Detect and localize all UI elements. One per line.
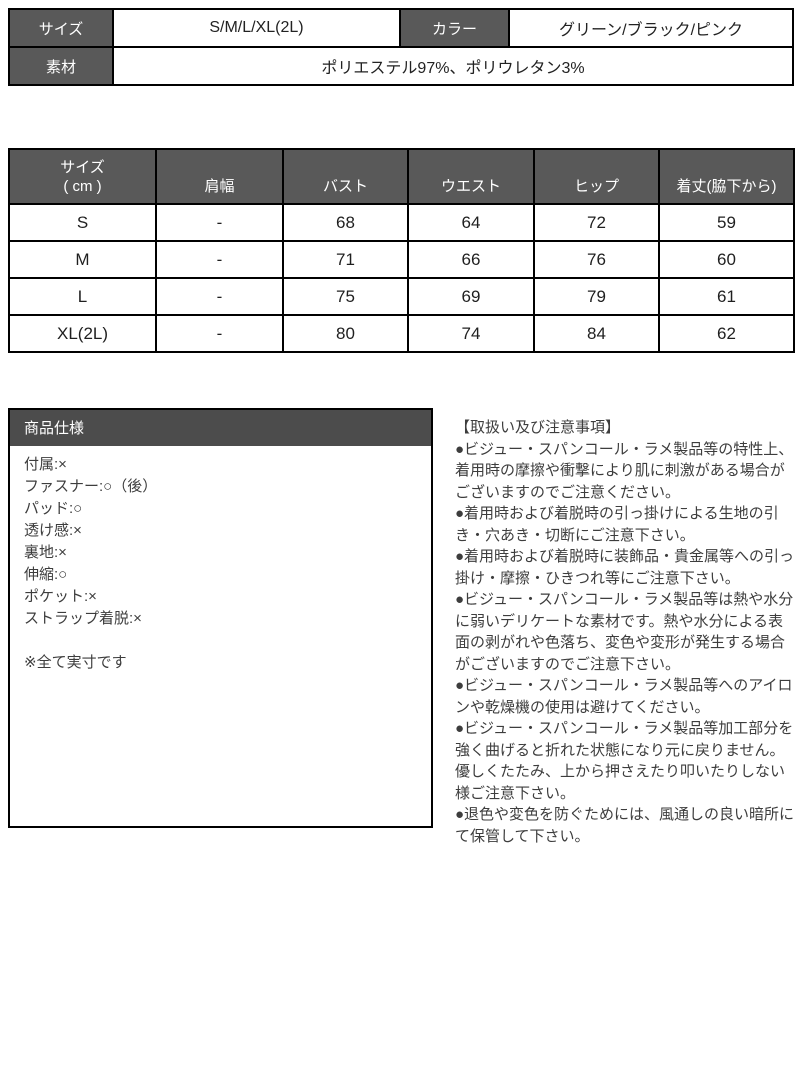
hip-value: 76 <box>533 240 660 279</box>
note-item: ●着用時および着脱時の引っ掛けによる生地の引き・穴あき・切断にご注意下さい。 <box>455 505 779 544</box>
length-value: 59 <box>658 203 795 242</box>
product-spec-box: 商品仕様 付属:× ファスナー:○（後） パッド:○ 透け感:× 裏地:× 伸縮… <box>8 408 433 828</box>
size-chart-header-row: サイズ ( cm ) 肩幅 バスト ウエスト ヒップ 着丈(脇下から) <box>8 148 795 205</box>
product-info-table: サイズ S/M/L/XL(2L) カラー グリーン/ブラック/ピンク 素材 ポリ… <box>8 8 794 86</box>
bust-value: 80 <box>282 314 409 353</box>
size-name: L <box>8 277 157 316</box>
note-item: ●ビジュー・スパンコール・ラメ製品等は熱や水分に弱いデリケートな素材です。熱や水… <box>455 591 794 673</box>
length-value: 62 <box>658 314 795 353</box>
hip-value: 79 <box>533 277 660 316</box>
header-waist: ウエスト <box>407 148 535 205</box>
header-hip: ヒップ <box>533 148 660 205</box>
color-value-cell: グリーン/ブラック/ピンク <box>508 8 794 48</box>
size-name: XL(2L) <box>8 314 157 353</box>
note-item: ●着用時および着脱時に装飾品・貴金属等への引っ掛け・摩擦・ひきつれ等にご注意下さ… <box>455 548 795 587</box>
shoulder-value: - <box>155 203 284 242</box>
bust-value: 75 <box>282 277 409 316</box>
hip-value: 84 <box>533 314 660 353</box>
bust-value: 68 <box>282 203 409 242</box>
handling-notes: 【取扱い及び注意事項】 ●ビジュー・スパンコール・ラメ製品等の特性上、着用時の摩… <box>455 417 796 847</box>
table-row: 素材 ポリエステル97%、ポリウレタン3% <box>8 46 794 86</box>
length-value: 60 <box>658 240 795 279</box>
bust-value: 71 <box>282 240 409 279</box>
header-bust: バスト <box>282 148 409 205</box>
size-name: S <box>8 203 157 242</box>
table-row: サイズ S/M/L/XL(2L) カラー グリーン/ブラック/ピンク <box>8 8 794 48</box>
header-length: 着丈(脇下から) <box>658 148 795 205</box>
table-row-l: L - 75 69 79 61 <box>8 277 795 316</box>
note-item: ●ビジュー・スパンコール・ラメ製品等加工部分を強く曲げると折れた状態になり元に戻… <box>455 720 794 802</box>
hip-value: 72 <box>533 203 660 242</box>
spec-item-lining: 裏地:× <box>24 544 67 561</box>
shoulder-value: - <box>155 314 284 353</box>
note-item: ●退色や変色を防ぐためには、風通しの良い暗所にて保管して下さい。 <box>455 806 795 845</box>
size-label-cell: サイズ <box>8 8 114 48</box>
size-value-cell: S/M/L/XL(2L) <box>112 8 401 48</box>
waist-value: 66 <box>407 240 535 279</box>
note-item: ●ビジュー・スパンコール・ラメ製品等の特性上、着用時の摩擦や衝撃により肌に刺激が… <box>455 440 794 501</box>
waist-value: 69 <box>407 277 535 316</box>
material-value-cell: ポリエステル97%、ポリウレタン3% <box>112 46 794 86</box>
material-label-cell: 素材 <box>8 46 114 86</box>
spec-item-pocket: ポケット:× <box>24 588 97 605</box>
length-value: 61 <box>658 277 795 316</box>
header-size-cm: サイズ ( cm ) <box>8 148 157 205</box>
table-row-s: S - 68 64 72 59 <box>8 203 795 242</box>
spec-item-fastener: ファスナー:○（後） <box>24 478 158 495</box>
color-label-cell: カラー <box>399 8 510 48</box>
spec-item-sheerness: 透け感:× <box>24 522 82 539</box>
waist-value: 74 <box>407 314 535 353</box>
waist-value: 64 <box>407 203 535 242</box>
spec-item-strap: ストラップ着脱:× <box>24 610 142 627</box>
spec-item-stretch: 伸縮:○ <box>24 566 68 583</box>
size-name: M <box>8 240 157 279</box>
table-row-m: M - 71 66 76 60 <box>8 240 795 279</box>
spec-measurement-note: ※全て実寸です <box>24 654 127 671</box>
spec-box-title: 商品仕様 <box>10 410 431 446</box>
spec-box-body: 付属:× ファスナー:○（後） パッド:○ 透け感:× 裏地:× 伸縮:○ ポケ… <box>10 446 431 682</box>
note-item: ●ビジュー・スパンコール・ラメ製品等へのアイロンや乾燥機の使用は避けてください。 <box>455 677 793 716</box>
spec-item-pad: パッド:○ <box>24 500 83 517</box>
handling-notes-title: 【取扱い及び注意事項】 <box>455 419 621 436</box>
shoulder-value: - <box>155 240 284 279</box>
spec-item-accessory: 付属:× <box>24 456 67 473</box>
size-chart-table: サイズ ( cm ) 肩幅 バスト ウエスト ヒップ 着丈(脇下から) S - … <box>8 148 795 353</box>
table-row-xl: XL(2L) - 80 74 84 62 <box>8 314 795 353</box>
header-shoulder: 肩幅 <box>155 148 284 205</box>
shoulder-value: - <box>155 277 284 316</box>
